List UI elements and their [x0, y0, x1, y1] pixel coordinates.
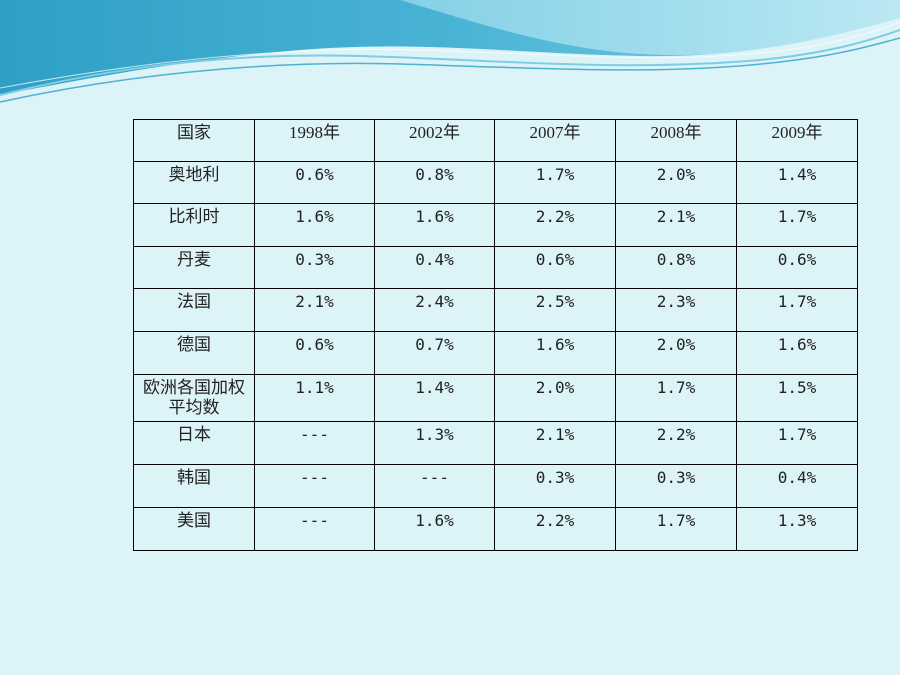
value-cell: 1.7%	[615, 507, 737, 551]
value-cell: 0.3%	[254, 246, 375, 289]
value-cell: 0.4%	[374, 246, 495, 289]
value-cell: ---	[254, 507, 375, 551]
value-cell: 2.2%	[494, 507, 616, 551]
table-row: 奥地利 0.6% 0.8% 1.7% 2.0% 1.4%	[133, 161, 858, 204]
value-cell: 0.7%	[374, 331, 495, 375]
country-cell: 比利时	[133, 203, 255, 247]
value-cell: 1.5%	[736, 374, 858, 422]
value-cell: 2.4%	[374, 288, 495, 332]
value-cell: 0.8%	[374, 161, 495, 204]
value-cell: 0.4%	[736, 464, 858, 508]
table-row: 韩国 --- --- 0.3% 0.3% 0.4%	[133, 464, 858, 508]
table-row: 法国 2.1% 2.4% 2.5% 2.3% 1.7%	[133, 288, 858, 332]
column-header: 2008年	[615, 119, 737, 162]
value-cell: 2.1%	[254, 288, 375, 332]
value-cell: 2.3%	[615, 288, 737, 332]
value-cell: 1.4%	[736, 161, 858, 204]
table-row: 丹麦 0.3% 0.4% 0.6% 0.8% 0.6%	[133, 246, 858, 289]
column-header: 2002年	[374, 119, 495, 162]
country-cell: 美国	[133, 507, 255, 551]
table-row: 比利时 1.6% 1.6% 2.2% 2.1% 1.7%	[133, 203, 858, 247]
value-cell: 1.6%	[374, 203, 495, 247]
country-cell: 韩国	[133, 464, 255, 508]
country-cell: 日本	[133, 421, 255, 465]
value-cell: 0.6%	[736, 246, 858, 289]
value-cell: 1.7%	[736, 288, 858, 332]
value-cell: 0.8%	[615, 246, 737, 289]
value-cell: 0.6%	[254, 331, 375, 375]
value-cell: 2.1%	[615, 203, 737, 247]
value-cell: 1.4%	[374, 374, 495, 422]
country-cell: 奥地利	[133, 161, 255, 204]
value-cell: 2.2%	[494, 203, 616, 247]
header-wave-banner	[0, 0, 900, 103]
value-cell: 1.6%	[374, 507, 495, 551]
column-header: 1998年	[254, 119, 375, 162]
value-cell: 1.7%	[615, 374, 737, 422]
value-cell: 1.7%	[736, 421, 858, 465]
value-cell: 2.0%	[494, 374, 616, 422]
value-cell: 2.5%	[494, 288, 616, 332]
value-cell: 0.6%	[254, 161, 375, 204]
country-cell: 欧洲各国加权平均数	[133, 374, 255, 422]
value-cell: 1.1%	[254, 374, 375, 422]
column-header: 2009年	[736, 119, 858, 162]
value-cell: 0.3%	[494, 464, 616, 508]
value-cell: 1.6%	[254, 203, 375, 247]
table-row: 美国 --- 1.6% 2.2% 1.7% 1.3%	[133, 507, 858, 551]
table-header-row: 国家 1998年 2002年 2007年 2008年 2009年	[133, 119, 858, 162]
value-cell: 2.2%	[615, 421, 737, 465]
data-table: 国家 1998年 2002年 2007年 2008年 2009年 奥地利 0.6% 0.8% 1.…	[133, 119, 858, 551]
value-cell: 1.6%	[494, 331, 616, 375]
value-cell: 0.3%	[615, 464, 737, 508]
country-cell: 法国	[133, 288, 255, 332]
value-cell: 1.6%	[736, 331, 858, 375]
value-cell: 2.1%	[494, 421, 616, 465]
country-cell: 德国	[133, 331, 255, 375]
value-cell: ---	[374, 464, 495, 508]
value-cell: 0.6%	[494, 246, 616, 289]
table-row: 德国 0.6% 0.7% 1.6% 2.0% 1.6%	[133, 331, 858, 375]
value-cell: ---	[254, 421, 375, 465]
value-cell: 1.7%	[494, 161, 616, 204]
country-cell: 丹麦	[133, 246, 255, 289]
value-cell: 1.7%	[736, 203, 858, 247]
table-row: 日本 --- 1.3% 2.1% 2.2% 1.7%	[133, 421, 858, 465]
column-header: 国家	[133, 119, 255, 162]
value-cell: 1.3%	[736, 507, 858, 551]
value-cell: 2.0%	[615, 331, 737, 375]
table-row: 欧洲各国加权平均数 1.1% 1.4% 2.0% 1.7% 1.5%	[133, 374, 858, 422]
column-header: 2007年	[494, 119, 616, 162]
value-cell: 2.0%	[615, 161, 737, 204]
value-cell: ---	[254, 464, 375, 508]
value-cell: 1.3%	[374, 421, 495, 465]
